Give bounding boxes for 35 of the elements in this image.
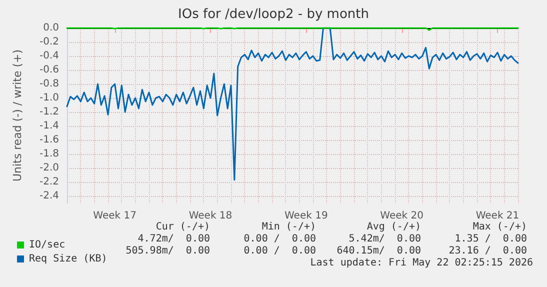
y-tick-label: -0.8 (39, 78, 59, 90)
x-tick-label: Week 18 (188, 210, 232, 222)
y-tick-label: -0.4 (39, 50, 59, 62)
text: Cur (-/+) (156, 222, 210, 232)
text: 640.15m/ 0.00 (336, 246, 422, 256)
x-tick-label: Week 17 (93, 210, 136, 222)
text: Max (-/+) (472, 222, 528, 232)
text: 505.98m/ 0.00 (126, 246, 210, 256)
y-tick-label: -0.6 (39, 64, 59, 76)
y-tick-label: -2.2 (39, 176, 59, 188)
text: 1.35 / 0.00 (454, 234, 528, 244)
y-tick-label: -1.6 (39, 134, 59, 146)
y-tick-label: -0.2 (39, 36, 59, 48)
x-tick-label: Week 20 (380, 210, 424, 222)
y-tick-label: -1.2 (39, 106, 59, 118)
legend-label: Req Size (KB) (29, 254, 108, 264)
x-tick-label: Week 21 (476, 210, 520, 222)
text: 4.72m/ 0.00 (138, 234, 210, 244)
y-axis-title: Units read (-) / write (+) (11, 49, 24, 182)
y-tick-label: -1.0 (39, 92, 59, 104)
x-tick-label: Week 19 (284, 210, 328, 222)
y-tick-label: -2.4 (39, 190, 59, 202)
text: Min (-/+) (262, 222, 316, 232)
text: 5.42m/ 0.00 (348, 234, 422, 244)
text: 23.16 / 0.00 (448, 246, 528, 256)
y-tick-label: 0.0 (43, 22, 59, 34)
text: Last update: Fri May 22 02:25:15 2026 (310, 258, 534, 268)
text: 0.00 / 0.00 (244, 234, 316, 244)
chart-title: IOs for /dev/loop2 - by month (178, 7, 369, 22)
y-tick-label: -2.0 (39, 162, 59, 174)
legend-label: IO/sec (29, 240, 66, 250)
y-tick-label: -1.8 (39, 148, 59, 160)
text: Avg (-/+) (366, 222, 422, 232)
text: 0.00 / 0.00 (244, 246, 316, 256)
y-tick-label: -1.4 (39, 120, 59, 132)
